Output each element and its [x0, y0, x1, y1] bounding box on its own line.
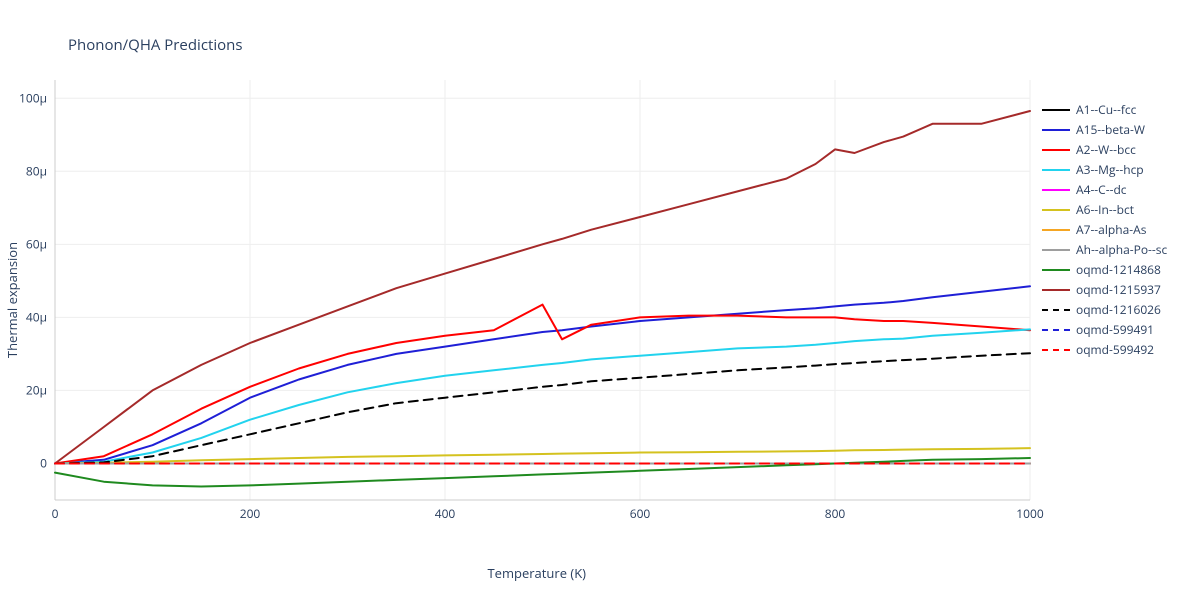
svg-text:80μ: 80μ: [26, 162, 47, 179]
legend-item[interactable]: A15--beta-W: [1042, 120, 1167, 140]
legend-item[interactable]: A3--Mg--hcp: [1042, 160, 1167, 180]
legend-swatch: [1042, 129, 1070, 131]
legend: A1--Cu--fcc A15--beta-W A2--W--bcc A3--Mg--…: [1042, 100, 1167, 360]
plot-area[interactable]: 0 200 400 600 800 1000 0 20μ 40μ 60μ 80μ 100μ: [0, 0, 1200, 600]
legend-swatch: [1042, 289, 1070, 291]
legend-label: A2--W--bcc: [1076, 144, 1136, 156]
legend-label: A3--Mg--hcp: [1076, 164, 1144, 176]
legend-label: A6--In--bct: [1076, 204, 1134, 216]
svg-text:60μ: 60μ: [26, 235, 47, 252]
chart-container: Phonon/QHA Predictions Thermal expansion…: [0, 0, 1200, 600]
legend-item[interactable]: oqmd-599492: [1042, 340, 1167, 360]
svg-text:800: 800: [825, 505, 846, 522]
svg-text:600: 600: [630, 505, 651, 522]
legend-label: A1--Cu--fcc: [1076, 104, 1136, 116]
legend-swatch: [1042, 149, 1070, 151]
svg-text:1000: 1000: [1016, 505, 1044, 522]
legend-label: Ah--alpha-Po--sc: [1076, 244, 1167, 256]
legend-label: oqmd-599491: [1076, 324, 1154, 336]
legend-swatch: [1042, 169, 1070, 171]
legend-item[interactable]: oqmd-599491: [1042, 320, 1167, 340]
legend-label: oqmd-1214868: [1076, 264, 1161, 276]
legend-item[interactable]: A2--W--bcc: [1042, 140, 1167, 160]
legend-swatch: [1042, 349, 1070, 351]
legend-label: oqmd-1216026: [1076, 304, 1161, 316]
svg-text:200: 200: [240, 505, 261, 522]
legend-item[interactable]: A7--alpha-As: [1042, 220, 1167, 240]
legend-swatch: [1042, 249, 1070, 251]
legend-swatch: [1042, 229, 1070, 231]
svg-text:400: 400: [435, 505, 456, 522]
legend-label: oqmd-599492: [1076, 344, 1154, 356]
legend-item[interactable]: A6--In--bct: [1042, 200, 1167, 220]
legend-item[interactable]: oqmd-1216026: [1042, 300, 1167, 320]
legend-swatch: [1042, 269, 1070, 271]
legend-label: A7--alpha-As: [1076, 224, 1146, 236]
svg-text:20μ: 20μ: [26, 381, 47, 398]
legend-item[interactable]: Ah--alpha-Po--sc: [1042, 240, 1167, 260]
legend-swatch: [1042, 209, 1070, 211]
legend-swatch: [1042, 109, 1070, 111]
legend-item[interactable]: A4--C--dc: [1042, 180, 1167, 200]
legend-label: A4--C--dc: [1076, 184, 1127, 196]
legend-swatch: [1042, 309, 1070, 311]
svg-text:0: 0: [40, 454, 47, 471]
legend-item[interactable]: oqmd-1215937: [1042, 280, 1167, 300]
legend-swatch: [1042, 189, 1070, 191]
svg-text:0: 0: [52, 505, 59, 522]
legend-item[interactable]: A1--Cu--fcc: [1042, 100, 1167, 120]
legend-swatch: [1042, 329, 1070, 331]
legend-label: oqmd-1215937: [1076, 284, 1161, 296]
svg-text:40μ: 40μ: [26, 308, 47, 325]
svg-text:100μ: 100μ: [19, 89, 47, 106]
legend-label: A15--beta-W: [1076, 124, 1145, 136]
legend-item[interactable]: oqmd-1214868: [1042, 260, 1167, 280]
